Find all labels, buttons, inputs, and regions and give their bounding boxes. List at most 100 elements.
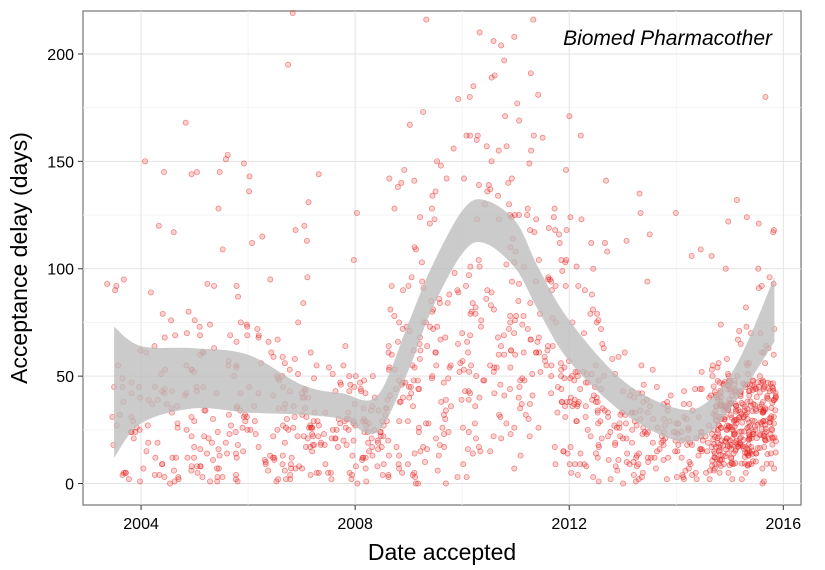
data-point — [598, 325, 605, 332]
data-point — [704, 448, 711, 455]
data-point — [760, 478, 767, 485]
data-point — [438, 398, 445, 405]
data-point — [437, 162, 444, 169]
data-point — [541, 353, 548, 360]
data-point — [446, 364, 453, 371]
data-point — [314, 418, 321, 425]
data-point — [590, 474, 597, 481]
data-point — [622, 420, 629, 427]
data-point — [354, 480, 361, 487]
data-point — [509, 278, 515, 285]
data-point — [544, 347, 551, 354]
data-point — [171, 467, 177, 474]
data-point — [516, 383, 523, 390]
data-point — [692, 386, 699, 392]
data-point — [746, 387, 753, 394]
data-point — [503, 143, 510, 150]
data-point — [313, 362, 320, 369]
data-point — [698, 368, 705, 375]
data-point — [603, 177, 609, 184]
data-point — [562, 413, 569, 420]
data-point — [605, 413, 612, 420]
data-point — [459, 330, 466, 337]
data-point — [569, 403, 576, 410]
data-point — [686, 459, 693, 465]
data-point — [503, 261, 510, 268]
data-point — [357, 379, 363, 386]
x-tick-label: 2008 — [337, 516, 373, 533]
data-point — [615, 353, 622, 360]
data-point — [455, 96, 462, 103]
data-point — [346, 388, 353, 395]
data-point — [434, 467, 441, 474]
data-point — [706, 394, 713, 401]
data-point — [601, 407, 608, 414]
data-point — [415, 429, 422, 435]
data-point — [480, 377, 487, 384]
data-point — [315, 171, 322, 178]
data-point — [161, 474, 168, 481]
data-point — [374, 437, 381, 444]
data-point — [770, 380, 776, 387]
data-point — [232, 429, 239, 435]
data-point — [679, 471, 686, 478]
y-tick-label: 0 — [65, 477, 74, 494]
data-point — [723, 355, 730, 362]
data-point — [715, 448, 722, 454]
data-point — [755, 265, 762, 272]
data-point — [507, 386, 513, 392]
data-point — [193, 169, 200, 176]
data-point — [207, 478, 213, 485]
data-point — [152, 454, 159, 461]
data-point — [593, 394, 600, 401]
data-point — [261, 456, 268, 463]
data-point — [537, 368, 544, 375]
data-point — [629, 426, 636, 433]
data-point — [720, 442, 727, 449]
data-point — [460, 424, 466, 431]
data-point — [484, 287, 491, 294]
data-point — [462, 388, 469, 395]
data-point — [161, 334, 168, 341]
data-point — [738, 428, 745, 435]
data-point — [548, 362, 555, 369]
data-point — [582, 379, 589, 386]
data-point — [174, 420, 181, 427]
data-point — [765, 435, 772, 442]
data-point — [771, 465, 778, 472]
data-point — [395, 461, 402, 468]
data-point — [715, 360, 722, 367]
data-point — [581, 461, 588, 468]
data-point — [652, 465, 659, 472]
data-point — [199, 474, 206, 481]
data-point — [573, 418, 580, 425]
data-point — [214, 429, 221, 435]
data-point — [369, 373, 376, 380]
data-point — [196, 323, 203, 330]
data-point — [763, 460, 770, 467]
data-point — [507, 364, 514, 371]
data-point — [290, 424, 297, 431]
data-point — [511, 33, 518, 40]
data-point — [556, 231, 562, 238]
data-point — [742, 304, 749, 311]
data-point — [222, 439, 229, 446]
data-point — [233, 471, 240, 478]
data-point — [443, 175, 450, 182]
data-point — [636, 450, 642, 457]
data-point — [698, 386, 705, 392]
data-point — [692, 469, 699, 476]
data-point — [517, 452, 524, 459]
data-point — [545, 224, 552, 231]
data-point — [432, 349, 439, 356]
data-point — [649, 439, 656, 446]
data-point — [455, 289, 462, 296]
data-point — [548, 390, 555, 397]
data-point — [758, 282, 765, 289]
data-point — [516, 117, 523, 124]
data-point — [755, 220, 762, 227]
data-point — [388, 282, 395, 289]
data-point — [309, 448, 316, 455]
data-point — [739, 419, 746, 426]
data-point — [296, 463, 303, 470]
